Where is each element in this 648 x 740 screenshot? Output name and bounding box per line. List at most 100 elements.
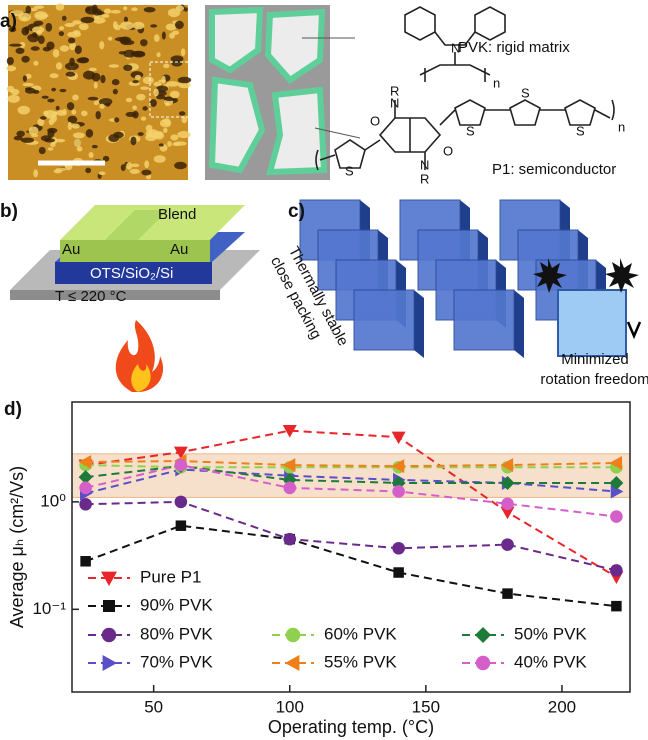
grain	[123, 65, 132, 71]
grain	[22, 83, 34, 86]
grain	[181, 48, 186, 56]
grain	[121, 164, 126, 171]
legend-label: 55% PVK	[324, 652, 397, 671]
grain	[56, 62, 62, 69]
grain	[131, 7, 137, 11]
grain	[126, 98, 132, 102]
marker	[283, 533, 296, 546]
layer-label: Au	[170, 241, 188, 258]
grain	[83, 71, 95, 80]
grain	[21, 56, 29, 63]
grain	[38, 35, 45, 44]
grain	[62, 16, 67, 21]
series-line	[86, 502, 617, 571]
legend-label: 90% PVK	[140, 595, 213, 614]
grain	[39, 147, 46, 154]
grain	[59, 89, 66, 92]
cube-side	[514, 290, 524, 358]
grain	[68, 122, 72, 130]
grain	[51, 88, 56, 92]
grain	[59, 26, 64, 30]
y-tick-label: 10⁻¹	[32, 599, 66, 618]
grain	[18, 13, 31, 22]
grain	[163, 128, 168, 133]
grain	[113, 132, 124, 138]
grain	[101, 14, 110, 18]
grain	[141, 170, 151, 176]
grain	[36, 14, 49, 18]
grain	[159, 143, 164, 146]
atom: S	[345, 163, 354, 178]
grain	[67, 102, 74, 110]
layer-label: Blend	[158, 206, 196, 223]
grain	[112, 79, 120, 85]
atom: R	[390, 83, 399, 98]
grain	[132, 80, 139, 83]
grain	[81, 17, 95, 23]
grain	[72, 95, 79, 101]
marker	[79, 498, 92, 511]
grain	[143, 77, 154, 85]
atom: R	[420, 171, 429, 186]
grain	[45, 23, 52, 32]
grain	[56, 106, 60, 110]
grain	[94, 82, 98, 89]
grain	[56, 3, 65, 10]
grain	[132, 105, 137, 110]
x-tick-label: 100	[276, 697, 304, 716]
grain	[50, 73, 59, 78]
cube-side	[414, 290, 424, 358]
grain	[81, 111, 88, 117]
grain	[176, 5, 184, 11]
grain	[99, 104, 104, 109]
atom: N	[420, 157, 429, 172]
grain	[18, 106, 30, 115]
x-tick-label: 200	[548, 697, 576, 716]
grain	[8, 95, 20, 103]
highlight-cube	[558, 290, 626, 356]
grain	[179, 111, 185, 115]
caption: P1: semiconductor	[492, 161, 616, 178]
legend-marker	[103, 600, 115, 612]
caption: Minimized	[561, 351, 629, 368]
layer-label: OTS/SiO₂/Si	[90, 265, 173, 282]
grain	[156, 95, 165, 99]
grain	[41, 135, 52, 141]
atom: n	[618, 119, 625, 134]
grain	[26, 6, 32, 14]
grain	[33, 61, 38, 66]
grain	[65, 62, 79, 70]
grain	[121, 40, 135, 45]
atom: n	[493, 75, 500, 90]
grain	[50, 142, 55, 147]
grain	[162, 32, 166, 40]
grain	[23, 75, 27, 81]
atom: S	[466, 123, 475, 138]
plot-frame	[72, 402, 630, 692]
marker	[610, 510, 623, 523]
grain	[32, 32, 37, 38]
grain	[54, 169, 62, 173]
marker	[393, 567, 404, 578]
y-axis-label: Average μₕ (cm²/Vs)	[7, 466, 27, 628]
grain	[89, 68, 97, 72]
legend-marker	[103, 655, 117, 671]
grain	[123, 6, 127, 10]
grain	[133, 22, 145, 30]
legend-label: 60% PVK	[324, 624, 397, 643]
legend-label: 40% PVK	[514, 652, 587, 671]
grain	[43, 47, 51, 52]
marker	[502, 588, 513, 599]
grain	[60, 45, 69, 51]
marker	[175, 496, 188, 509]
grain	[21, 138, 34, 143]
grain	[14, 136, 23, 140]
grain	[68, 116, 78, 124]
caption: PVK: rigid matrix	[458, 39, 570, 56]
grain	[31, 46, 40, 51]
grain	[75, 45, 82, 54]
series-line	[86, 526, 617, 606]
atom: S	[576, 123, 585, 138]
grain	[71, 110, 76, 115]
grain	[29, 126, 39, 135]
